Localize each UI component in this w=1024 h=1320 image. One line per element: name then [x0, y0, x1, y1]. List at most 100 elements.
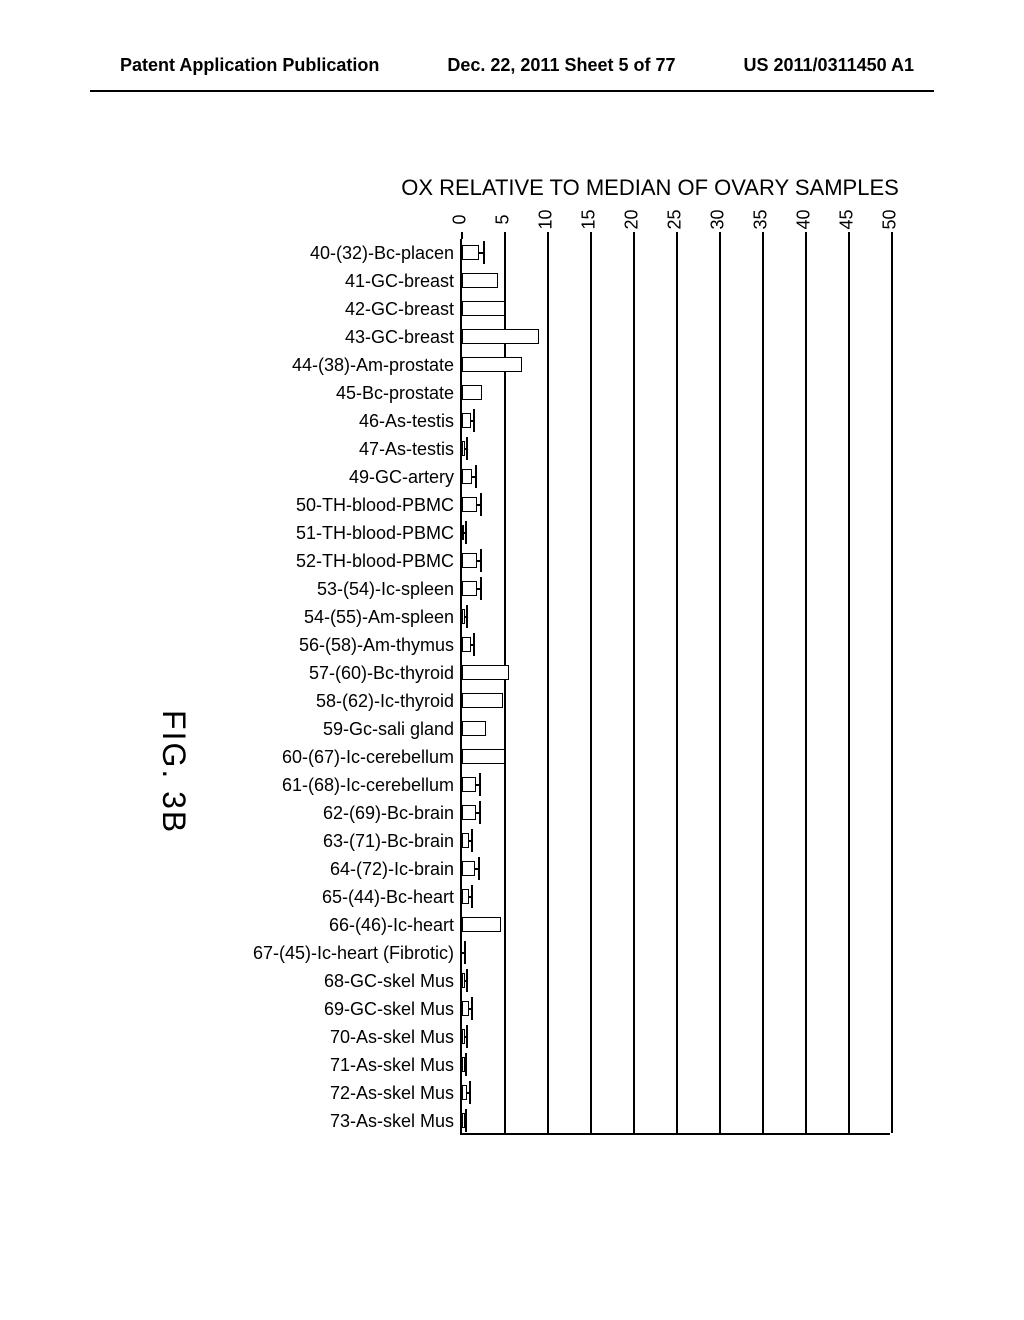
category-label: 52-TH-blood-PBMC — [200, 547, 460, 575]
bar — [462, 581, 477, 596]
bar-row — [462, 771, 890, 799]
bar — [462, 1001, 469, 1016]
gridline — [891, 239, 893, 1133]
x-tick-mark — [848, 232, 850, 239]
category-label: 60-(67)-Ic-cerebellum — [200, 743, 460, 771]
bar-row — [462, 379, 890, 407]
x-tick-label: 50 — [880, 209, 901, 229]
error-cap — [466, 969, 468, 992]
bar — [462, 693, 503, 708]
error-cap — [465, 1053, 467, 1076]
category-label: 45-Bc-prostate — [200, 379, 460, 407]
x-tick-label: 25 — [665, 209, 686, 229]
header-rule — [90, 90, 934, 92]
category-label: 51-TH-blood-PBMC — [200, 519, 460, 547]
error-cap — [478, 857, 480, 880]
category-label: 41-GC-breast — [200, 267, 460, 295]
bar-row — [462, 995, 890, 1023]
x-tick-label: 40 — [794, 209, 815, 229]
bar — [462, 805, 476, 820]
bar-row — [462, 1079, 890, 1107]
bar-row — [462, 351, 890, 379]
x-tick-mark — [461, 232, 463, 239]
header-right: US 2011/0311450 A1 — [744, 55, 914, 76]
category-label: 43-GC-breast — [200, 323, 460, 351]
category-label: 59-Gc-sali gland — [200, 715, 460, 743]
header-left: Patent Application Publication — [120, 55, 379, 76]
x-tick-mark — [719, 232, 721, 239]
bar — [462, 413, 471, 428]
x-tick-mark — [633, 232, 635, 239]
x-tick-mark — [805, 232, 807, 239]
category-label: 62-(69)-Bc-brain — [200, 799, 460, 827]
error-cap — [480, 493, 482, 516]
error-cap — [480, 549, 482, 572]
category-label: 65-(44)-Bc-heart — [200, 883, 460, 911]
category-label: 71-As-skel Mus — [200, 1051, 460, 1079]
bar-row — [462, 239, 890, 267]
bar-row — [462, 743, 890, 771]
bar — [462, 553, 477, 568]
category-label: 42-GC-breast — [200, 295, 460, 323]
bar-row — [462, 1023, 890, 1051]
bar — [462, 301, 505, 316]
bar — [462, 357, 522, 372]
bar-row — [462, 687, 890, 715]
x-tick-mark — [504, 232, 506, 239]
category-label: 68-GC-skel Mus — [200, 967, 460, 995]
plot-area — [460, 239, 890, 1135]
category-label: 66-(46)-Ic-heart — [200, 911, 460, 939]
error-cap — [479, 773, 481, 796]
category-label: 57-(60)-Bc-thyroid — [200, 659, 460, 687]
error-cap — [465, 521, 467, 544]
bar-row — [462, 603, 890, 631]
category-label: 70-As-skel Mus — [200, 1023, 460, 1051]
x-tick-mark — [891, 232, 893, 239]
bar-row — [462, 967, 890, 995]
error-cap — [471, 829, 473, 852]
category-label: 63-(71)-Bc-brain — [200, 827, 460, 855]
bar-row — [462, 575, 890, 603]
category-label: 54-(55)-Am-spleen — [200, 603, 460, 631]
bar-row — [462, 855, 890, 883]
x-tick-mark — [762, 232, 764, 239]
error-cap — [475, 465, 477, 488]
x-tick-label: 35 — [751, 209, 772, 229]
error-cap — [466, 1025, 468, 1048]
x-tick-label: 5 — [493, 214, 514, 224]
bar-row — [462, 547, 890, 575]
bar — [462, 245, 479, 260]
category-label: 61-(68)-Ic-cerebellum — [200, 771, 460, 799]
bar-row — [462, 939, 890, 967]
category-label: 46-As-testis — [200, 407, 460, 435]
error-cap — [480, 577, 482, 600]
category-label: 56-(58)-Am-thymus — [200, 631, 460, 659]
category-label: 40-(32)-Bc-placen — [200, 239, 460, 267]
error-cap — [469, 1081, 471, 1104]
x-tick-label: 10 — [536, 209, 557, 229]
bar-row — [462, 435, 890, 463]
figure-label: FIG. 3B — [155, 710, 192, 834]
bar-row — [462, 827, 890, 855]
page-header: Patent Application Publication Dec. 22, … — [0, 55, 1024, 76]
category-label: 64-(72)-Ic-brain — [200, 855, 460, 883]
bar — [462, 469, 472, 484]
bar-row — [462, 715, 890, 743]
bar-row — [462, 267, 890, 295]
bar-row — [462, 463, 890, 491]
category-label: 72-As-skel Mus — [200, 1079, 460, 1107]
header-center: Dec. 22, 2011 Sheet 5 of 77 — [447, 55, 675, 76]
bar — [462, 889, 469, 904]
category-label: 69-GC-skel Mus — [200, 995, 460, 1023]
bar-row — [462, 1051, 890, 1079]
bar — [462, 385, 482, 400]
error-cap — [466, 605, 468, 628]
bar-row — [462, 407, 890, 435]
bar-row — [462, 659, 890, 687]
bar-row — [462, 519, 890, 547]
bar — [462, 665, 509, 680]
error-cap — [483, 241, 485, 264]
x-tick-label: 30 — [708, 209, 729, 229]
x-tick-mark — [676, 232, 678, 239]
x-axis-ticks: 05101520253035404550 — [460, 209, 890, 239]
